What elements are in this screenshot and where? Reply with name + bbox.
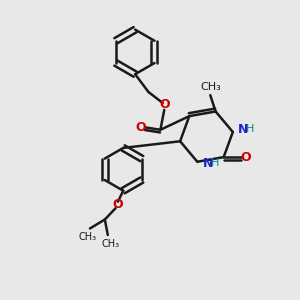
Text: CH₃: CH₃ <box>101 238 119 249</box>
Text: N: N <box>238 122 248 136</box>
Text: CH₃: CH₃ <box>79 232 97 242</box>
Text: O: O <box>241 151 251 164</box>
Text: O: O <box>112 198 123 211</box>
Text: H: H <box>246 124 255 134</box>
Text: O: O <box>160 98 170 111</box>
Text: N: N <box>203 157 213 170</box>
Text: CH₃: CH₃ <box>200 82 220 92</box>
Text: H: H <box>211 158 219 168</box>
Text: O: O <box>135 121 146 134</box>
